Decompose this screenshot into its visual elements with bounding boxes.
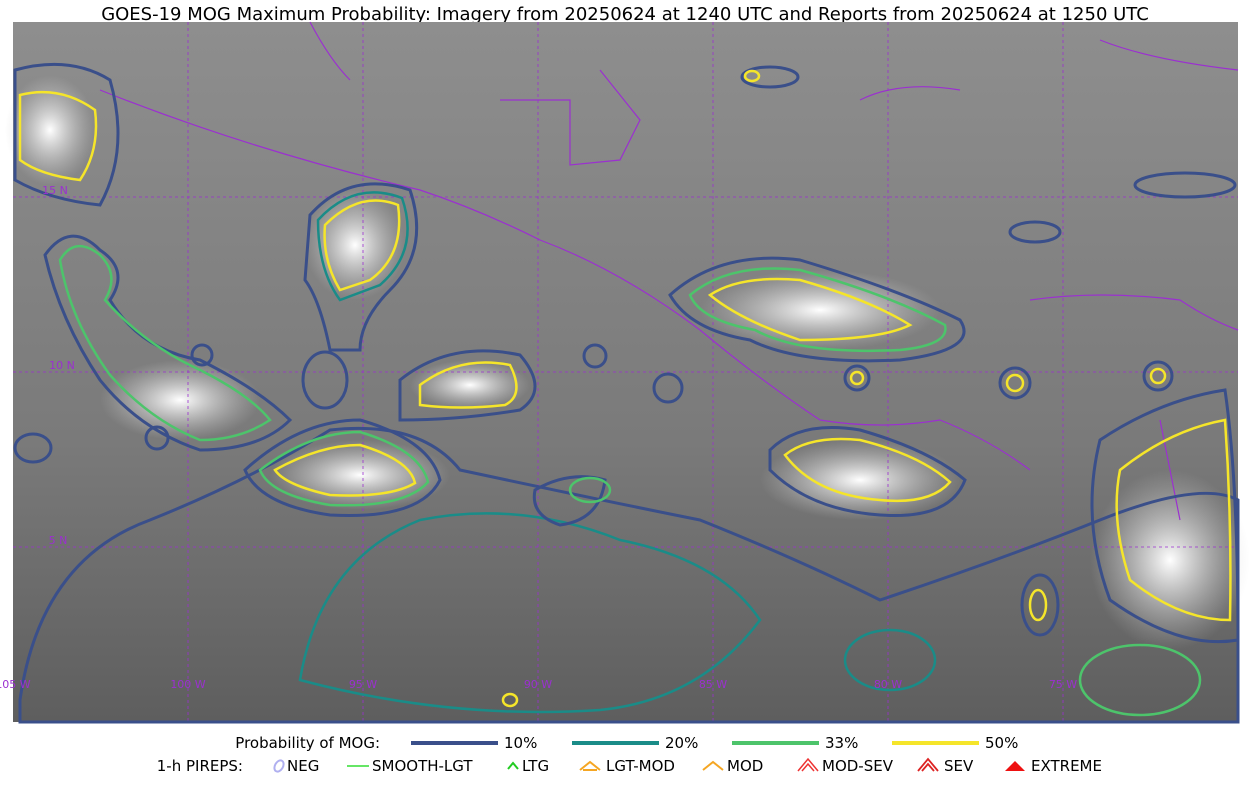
legend-label: 50%: [985, 734, 1018, 752]
lon-label: 95 W: [349, 678, 377, 691]
legend-label: 20%: [665, 734, 698, 752]
icon-sev: [917, 757, 939, 772]
legend-label: 10%: [504, 734, 537, 752]
lon-label: 80 W: [874, 678, 902, 691]
icon-neg: [273, 759, 285, 773]
legend-label: MOD-SEV: [822, 757, 894, 775]
lon-label: 90 W: [524, 678, 552, 691]
lon-labels: 105 W 100 W 95 W 90 W 85 W 80 W 75 W: [0, 678, 1077, 691]
legend-title: 1-h PIREPS:: [157, 757, 243, 775]
probability-contours: [13, 62, 1240, 724]
legend-label: EXTREME: [1031, 757, 1102, 775]
pireps-legend: 1-h PIREPS: NEG SMOOTH-LGT LTG LGT-MOD M…: [157, 757, 1102, 775]
title: GOES-19 MOG Maximum Probability: Imagery…: [101, 4, 1149, 25]
coastlines: [99, 21, 1239, 521]
lat-label: 5 N: [49, 534, 68, 547]
legend-label: MOD: [727, 757, 763, 775]
legend-title: Probability of MOG:: [235, 734, 380, 752]
lat-label: 10 N: [49, 359, 75, 372]
lon-label: 100 W: [170, 678, 205, 691]
probability-legend: Probability of MOG: 10% 20% 33% 50%: [235, 734, 1018, 752]
lat-labels: 15 N 10 N 5 N: [42, 184, 75, 547]
lat-label: 15 N: [42, 184, 68, 197]
legend-label: LGT-MOD: [606, 757, 675, 775]
legend-label: NEG: [287, 757, 319, 775]
icon-lgt-mod: [579, 760, 601, 771]
lon-label: 85 W: [699, 678, 727, 691]
icon-mod: [702, 760, 724, 771]
lon-label: 105 W: [0, 678, 31, 691]
legend-label: SEV: [944, 757, 974, 775]
icon-ltg: [507, 761, 519, 770]
map: 105 W 100 W 95 W 90 W 85 W 80 W 75 W 15 …: [0, 21, 1250, 724]
legend-label: SMOOTH-LGT: [372, 757, 473, 775]
lon-label: 75 W: [1049, 678, 1077, 691]
legend-label: 33%: [825, 734, 858, 752]
legend-label: LTG: [522, 757, 549, 775]
icon-mod-sev: [797, 757, 819, 772]
icon-extreme: [1005, 761, 1025, 771]
